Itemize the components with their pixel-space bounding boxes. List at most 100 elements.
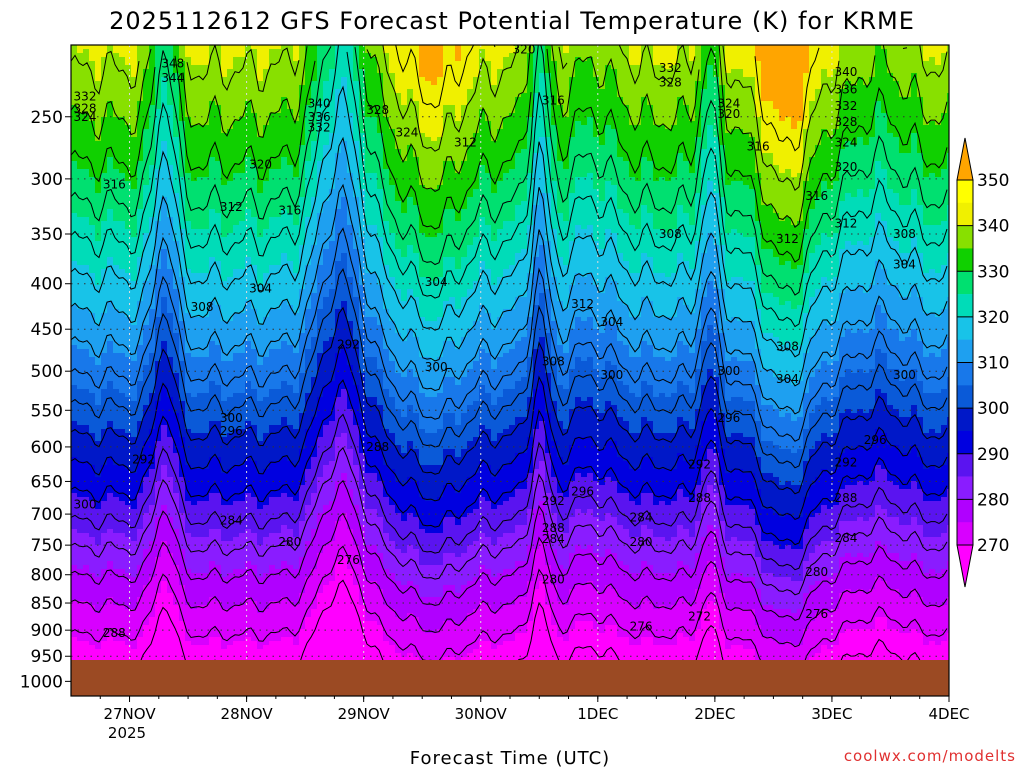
field-cell xyxy=(89,529,96,534)
field-cell xyxy=(101,357,108,362)
field-cell xyxy=(233,301,240,306)
field-cell xyxy=(155,593,162,598)
field-cell xyxy=(215,61,222,66)
field-cell xyxy=(173,269,180,274)
field-cell xyxy=(95,649,102,654)
field-cell xyxy=(89,305,96,310)
field-cell xyxy=(221,333,228,338)
field-cell xyxy=(95,557,102,562)
field-cell xyxy=(233,353,240,358)
field-cell xyxy=(221,193,228,198)
field-cell xyxy=(83,429,90,434)
field-cell xyxy=(101,553,108,558)
field-cell xyxy=(143,309,150,314)
field-cell xyxy=(173,217,180,222)
field-cell xyxy=(71,205,78,210)
field-cell xyxy=(113,413,120,418)
field-cell xyxy=(149,621,156,626)
field-cell xyxy=(149,57,156,62)
field-cell xyxy=(143,341,150,346)
field-cell xyxy=(125,221,132,226)
field-cell xyxy=(143,589,150,594)
field-cell xyxy=(155,369,162,374)
field-cell xyxy=(227,557,234,562)
field-cell xyxy=(89,381,96,386)
field-cell xyxy=(173,433,180,438)
field-cell xyxy=(179,521,186,526)
field-cell xyxy=(245,621,252,626)
field-cell xyxy=(155,289,162,294)
field-cell xyxy=(239,361,246,366)
field-cell xyxy=(167,197,174,202)
field-cell xyxy=(83,457,90,462)
field-cell xyxy=(221,613,228,618)
field-cell xyxy=(137,69,144,74)
field-cell xyxy=(197,529,204,534)
field-cell xyxy=(137,637,144,642)
field-cell xyxy=(239,561,246,566)
field-cell xyxy=(179,517,186,522)
field-cell xyxy=(89,473,96,478)
field-cell xyxy=(239,357,246,362)
field-cell xyxy=(119,221,126,226)
field-cell xyxy=(197,393,204,398)
field-cell xyxy=(137,573,144,578)
field-cell xyxy=(239,121,246,126)
field-cell xyxy=(173,233,180,238)
field-cell xyxy=(137,325,144,330)
field-cell xyxy=(233,401,240,406)
field-cell xyxy=(179,233,186,238)
field-cell xyxy=(161,569,168,574)
field-cell xyxy=(83,565,90,570)
field-cell xyxy=(203,561,210,566)
field-cell xyxy=(197,405,204,410)
field-cell xyxy=(209,165,216,170)
field-cell xyxy=(77,249,84,254)
field-cell xyxy=(113,173,120,178)
field-cell xyxy=(233,653,240,658)
field-cell xyxy=(161,217,168,222)
field-cell xyxy=(191,181,198,186)
field-cell xyxy=(155,469,162,474)
field-cell xyxy=(83,417,90,422)
field-cell xyxy=(83,101,90,106)
field-cell xyxy=(215,81,222,86)
field-cell xyxy=(137,373,144,378)
field-cell xyxy=(161,401,168,406)
field-cell xyxy=(83,485,90,490)
field-cell xyxy=(131,397,138,402)
field-cell xyxy=(185,173,192,178)
field-cell xyxy=(149,529,156,534)
field-cell xyxy=(191,453,198,458)
field-cell xyxy=(233,125,240,130)
field-cell xyxy=(191,525,198,530)
field-cell xyxy=(191,449,198,454)
field-cell xyxy=(167,101,174,106)
field-cell xyxy=(89,445,96,450)
field-cell xyxy=(173,301,180,306)
field-cell xyxy=(215,357,222,362)
field-cell xyxy=(95,61,102,66)
field-cell xyxy=(149,421,156,426)
field-cell xyxy=(113,269,120,274)
field-cell xyxy=(107,577,114,582)
field-cell xyxy=(239,297,246,302)
field-cell xyxy=(137,157,144,162)
field-cell xyxy=(113,393,120,398)
field-cell xyxy=(161,225,168,230)
field-cell xyxy=(107,621,114,626)
field-cell xyxy=(185,649,192,654)
field-cell xyxy=(161,289,168,294)
field-cell xyxy=(131,225,138,230)
field-cell xyxy=(131,361,138,366)
field-cell xyxy=(125,525,132,530)
field-cell xyxy=(71,521,78,526)
field-cell xyxy=(101,121,108,126)
field-cell xyxy=(131,449,138,454)
field-cell xyxy=(233,149,240,154)
field-cell xyxy=(143,605,150,610)
field-cell xyxy=(83,585,90,590)
field-cell xyxy=(197,569,204,574)
field-cell xyxy=(167,289,174,294)
field-cell xyxy=(155,477,162,482)
